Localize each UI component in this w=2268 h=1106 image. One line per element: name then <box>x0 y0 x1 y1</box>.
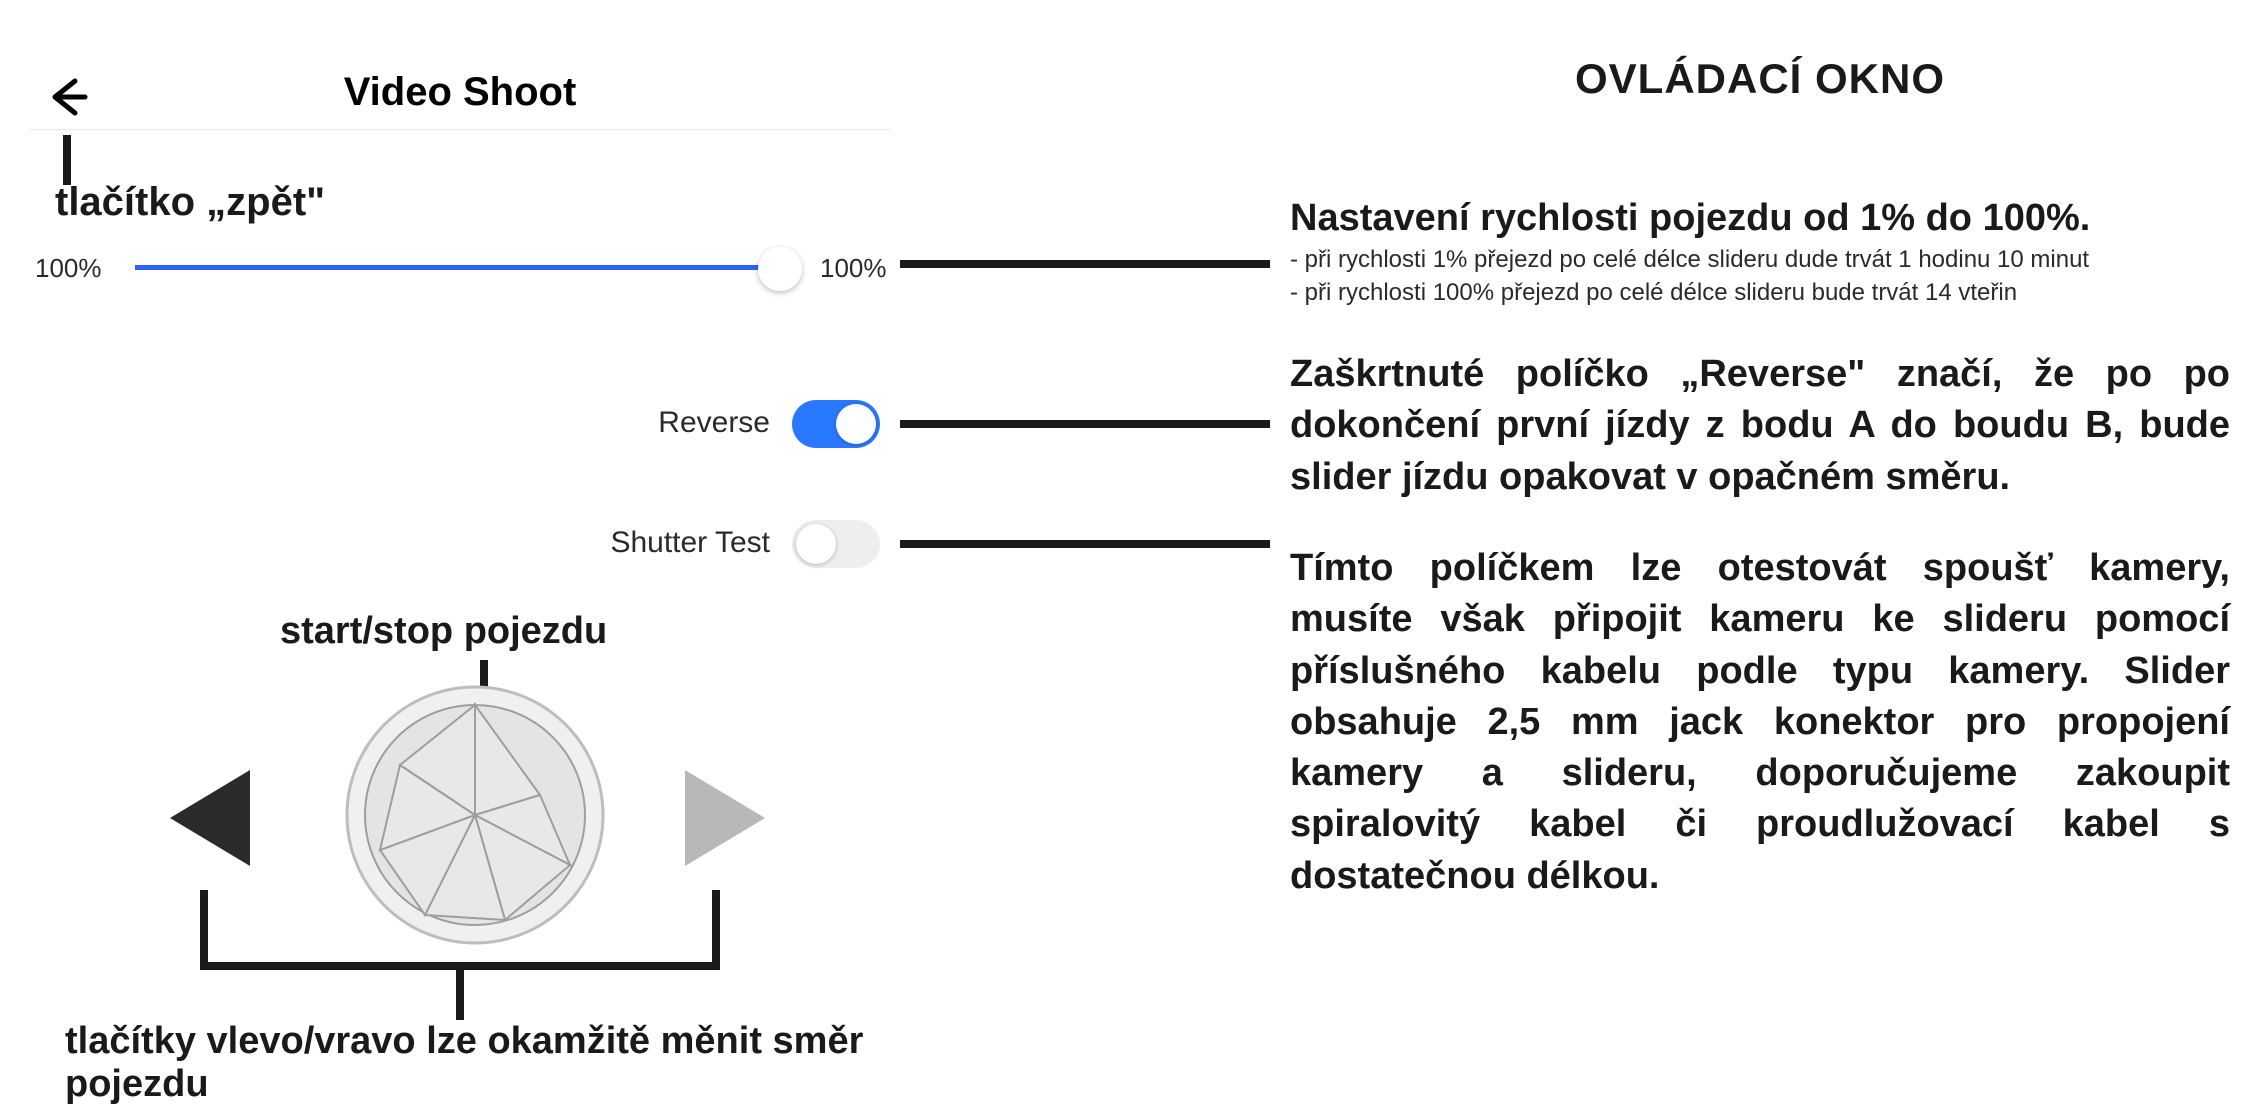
left-panel: Video Shoot tlačítko „zpět" 100% 100% Re… <box>0 0 900 1080</box>
callout-line-back <box>63 135 71 185</box>
shutter-test-label: Shutter Test <box>610 526 770 560</box>
shutter-test-toggle-row: Shutter Test <box>570 520 880 570</box>
header-bar: Video Shoot <box>30 70 890 130</box>
speed-sub1: - při rychlosti 1% přejezd po celé délce… <box>1290 244 2230 276</box>
speed-heading: Nastavení rychlosti pojezdu od 1% do 100… <box>1290 193 2230 244</box>
back-label: tlačítko „zpět" <box>55 180 325 225</box>
right-panel: OVLÁDACÍ OKNO Nastavení rychlosti pojezd… <box>1290 0 2230 1080</box>
slider-track[interactable] <box>135 265 775 270</box>
direction-label: tlačítky vlevo/vravo lze okamžitě měnit … <box>65 1020 900 1106</box>
callout-line-reverse <box>900 420 1270 428</box>
slider-thumb[interactable] <box>758 247 802 291</box>
shutter-section: Tímto políčkem lze otestovát spoušť kame… <box>1290 543 2230 902</box>
toggle-knob-icon <box>796 524 836 564</box>
callout-line-slider <box>900 260 1270 268</box>
slider-left-label: 100% <box>35 253 102 284</box>
direction-bracket <box>200 890 720 970</box>
reverse-toggle-row: Reverse <box>570 400 880 450</box>
reverse-section: Zaškrtnuté políčko „Reverse" značí, že p… <box>1290 349 2230 503</box>
speed-section: Nastavení rychlosti pojezdu od 1% do 100… <box>1290 193 2230 309</box>
speed-sub2: - při rychlosti 100% přejezd po celé dél… <box>1290 277 2230 309</box>
shutter-test-toggle[interactable] <box>792 520 880 568</box>
shutter-body: Tímto políčkem lze otestovát spoušť kame… <box>1290 543 2230 902</box>
direction-left-button[interactable] <box>170 770 250 866</box>
reverse-toggle[interactable] <box>792 400 880 448</box>
startstop-label: start/stop pojezdu <box>280 610 607 653</box>
right-title: OVLÁDACÍ OKNO <box>1290 55 2230 103</box>
slider-right-label: 100% <box>820 253 887 284</box>
speed-slider-row: 100% 100% <box>35 243 855 293</box>
header-title: Video Shoot <box>30 70 890 115</box>
reverse-label: Reverse <box>658 406 770 440</box>
direction-right-button[interactable] <box>685 770 765 866</box>
callout-line-shutter <box>900 540 1270 548</box>
toggle-knob-icon <box>836 404 876 444</box>
reverse-body: Zaškrtnuté políčko „Reverse" značí, že p… <box>1290 349 2230 503</box>
